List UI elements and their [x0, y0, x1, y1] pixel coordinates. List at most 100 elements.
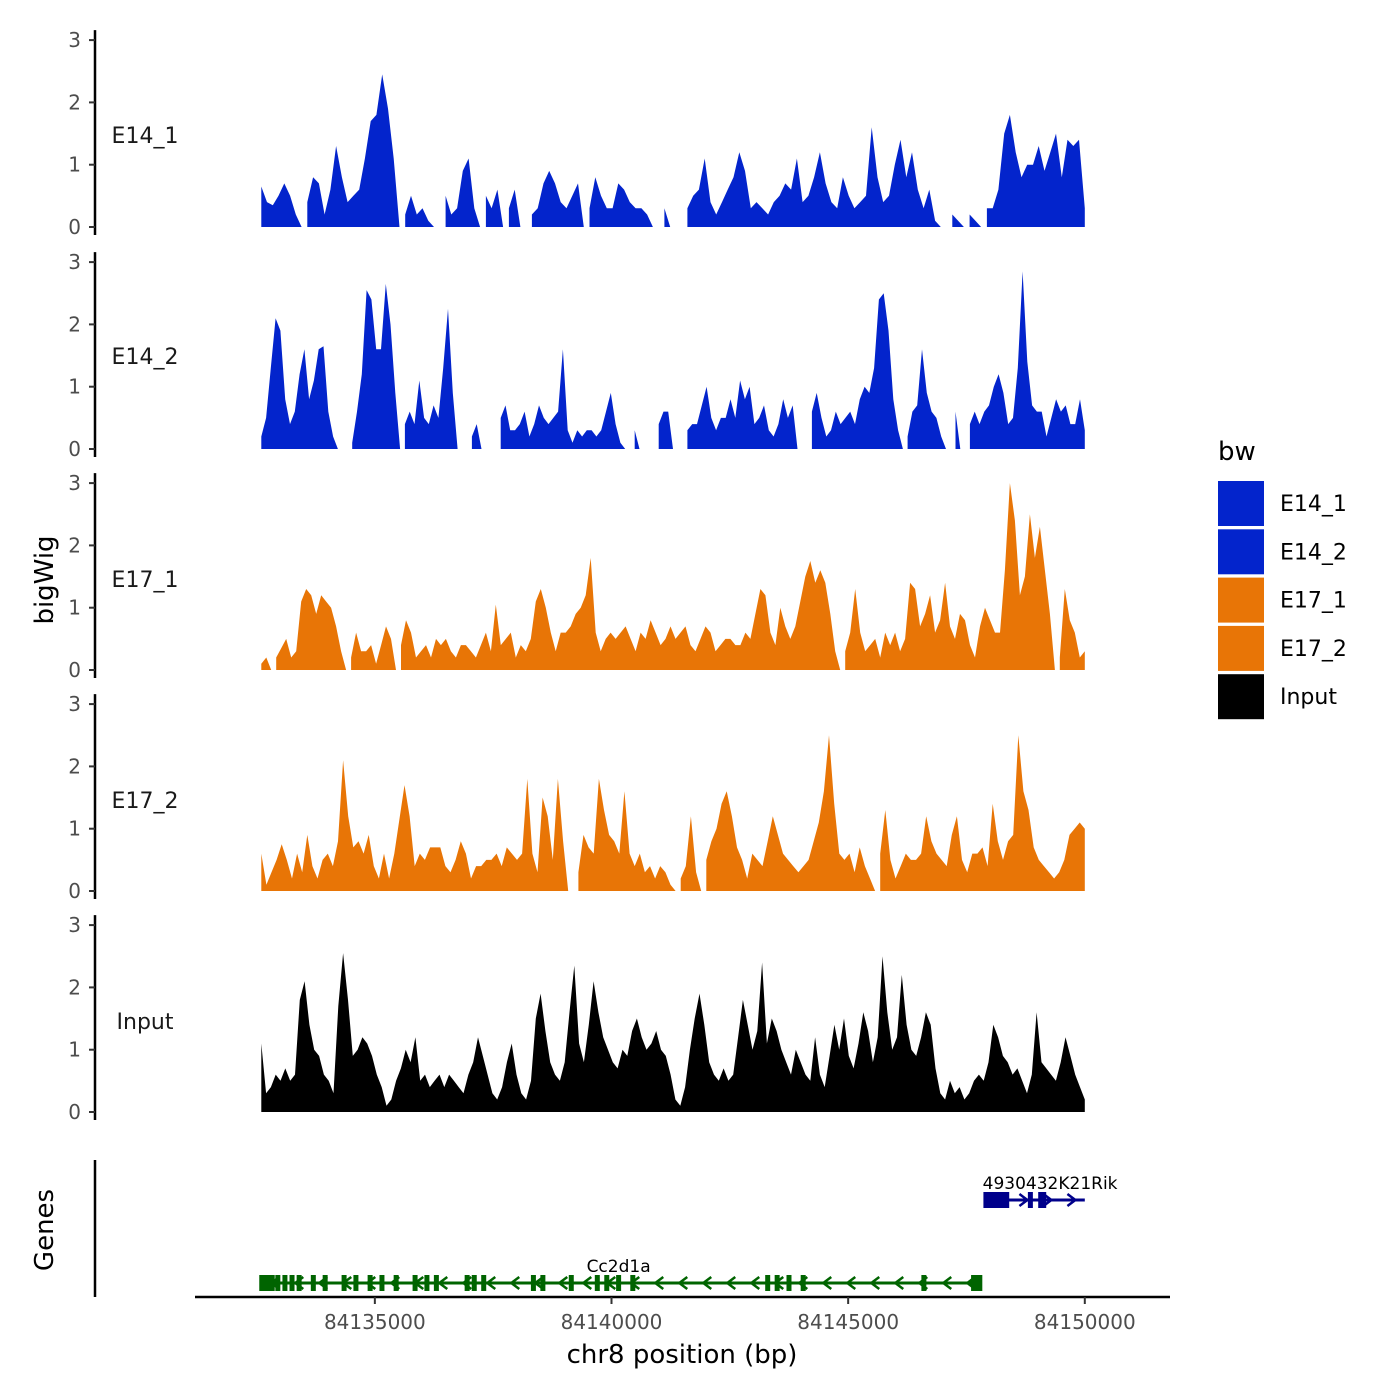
y-tick-label: 3 — [68, 28, 81, 52]
legend-label: E14_1 — [1280, 492, 1347, 517]
legend-key — [1218, 674, 1264, 720]
y-tick-label: 0 — [68, 658, 81, 682]
exon — [921, 1275, 927, 1291]
exon — [353, 1275, 359, 1291]
x-axis-title: chr8 position (bp) — [567, 1340, 798, 1370]
y-tick-label: 0 — [68, 879, 81, 903]
signal-area — [261, 483, 1085, 670]
exon — [341, 1275, 347, 1291]
y-tick-label: 2 — [68, 90, 81, 114]
legend-key — [1218, 529, 1264, 575]
genes-panel: Cc2d1a 4930432K21Rik — [93, 1160, 1118, 1297]
signal-area — [261, 271, 1085, 449]
gene-4930432k21rik: 4930432K21Rik — [983, 1174, 1118, 1208]
exon-block — [259, 1275, 275, 1291]
legend-key — [1218, 577, 1264, 623]
y-tick-label: 3 — [68, 913, 81, 937]
strand-arrow — [701, 1276, 713, 1290]
track-label: E17_1 — [112, 568, 179, 593]
track-e14_2: 0 1 2 3 E14_2 — [68, 250, 1085, 461]
strand-arrow — [581, 1276, 593, 1290]
exon — [282, 1275, 288, 1291]
x-tick-label: 84140000 — [561, 1310, 663, 1334]
track-label: E14_1 — [112, 124, 179, 149]
exon — [275, 1275, 281, 1291]
strand-arrow — [845, 1276, 857, 1290]
exon — [433, 1275, 439, 1291]
legend: bw E14_1 E14_2 E17_1 E17_2 Input — [1218, 437, 1347, 720]
track-e17_1: 0 1 2 3 E17_1 — [68, 471, 1085, 682]
y-tick-label: 2 — [68, 754, 81, 778]
strand-arrow — [677, 1276, 689, 1290]
y-tick-label: 0 — [68, 215, 81, 239]
y-tick-label: 0 — [68, 437, 81, 461]
exon — [424, 1275, 430, 1291]
x-axis: 84135000 84140000 84145000 84150000 — [195, 1295, 1170, 1334]
exon — [393, 1275, 399, 1291]
exon — [412, 1275, 418, 1291]
y-tick-label: 2 — [68, 312, 81, 336]
exon — [604, 1275, 610, 1291]
legend-label: Input — [1280, 685, 1337, 710]
y-tick-label: 1 — [68, 817, 81, 841]
exon — [616, 1275, 622, 1291]
exon — [1004, 1192, 1010, 1208]
exon — [765, 1275, 771, 1291]
y-tick-label: 0 — [68, 1100, 81, 1124]
legend-label: E14_2 — [1280, 540, 1347, 565]
y-tick-label: 1 — [68, 153, 81, 177]
x-tick-label: 84145000 — [797, 1310, 899, 1334]
exon — [568, 1275, 574, 1291]
bigwig-tracks: 0 1 2 3 E14_1 0 1 2 3 E14_2 0 1 2 3 E17_1 0 1 2 3 E17_2 0 1 2 3… — [68, 28, 1085, 1124]
track-input: 0 1 2 3 Input — [68, 913, 1085, 1124]
legend-label: E17_1 — [1280, 589, 1347, 614]
strand-arrow — [1066, 1193, 1078, 1207]
signal-area — [261, 953, 1085, 1112]
y-tick-label: 3 — [68, 692, 81, 716]
strand-arrow — [893, 1276, 905, 1290]
track-label: E14_2 — [112, 345, 179, 370]
exon — [530, 1275, 536, 1291]
exon — [471, 1275, 477, 1291]
exon — [1038, 1192, 1047, 1208]
exon-block — [983, 1192, 1006, 1208]
y-tick-label: 1 — [68, 596, 81, 620]
exon — [594, 1275, 600, 1291]
y-axis-title: bigWig — [30, 535, 60, 624]
strand-arrow — [437, 1276, 449, 1290]
strand-arrow — [557, 1276, 569, 1290]
legend-label: E17_2 — [1280, 637, 1347, 662]
legend-title: bw — [1218, 437, 1256, 467]
y-tick-label: 3 — [68, 250, 81, 274]
y-tick-label: 2 — [68, 975, 81, 999]
exon — [379, 1275, 385, 1291]
exon — [296, 1275, 302, 1291]
strand-arrow — [1018, 1193, 1030, 1207]
signal-area — [261, 735, 1085, 891]
gene-label: 4930432K21Rik — [983, 1174, 1118, 1194]
strand-arrow — [869, 1276, 881, 1290]
strand-arrow — [509, 1276, 521, 1290]
y-tick-label: 1 — [68, 375, 81, 399]
exon — [774, 1275, 780, 1291]
strand-arrow — [725, 1276, 737, 1290]
y-tick-label: 2 — [68, 533, 81, 557]
genes-axis-title: Genes — [30, 1189, 60, 1271]
exon — [289, 1275, 295, 1291]
exon — [367, 1275, 373, 1291]
x-tick-label: 84150000 — [1034, 1310, 1136, 1334]
legend-key — [1218, 625, 1264, 671]
signal-area — [261, 74, 1085, 228]
y-tick-label: 3 — [68, 471, 81, 495]
gene-cc2d1a: Cc2d1a — [259, 1257, 983, 1291]
exon — [481, 1275, 487, 1291]
strand-arrow — [653, 1276, 665, 1290]
strand-arrow — [485, 1276, 497, 1290]
exon — [464, 1275, 470, 1291]
exon — [322, 1275, 328, 1291]
exon — [971, 1275, 977, 1291]
legend-key — [1218, 481, 1264, 526]
exon — [974, 1275, 983, 1291]
track-e17_2: 0 1 2 3 E17_2 — [68, 692, 1085, 903]
